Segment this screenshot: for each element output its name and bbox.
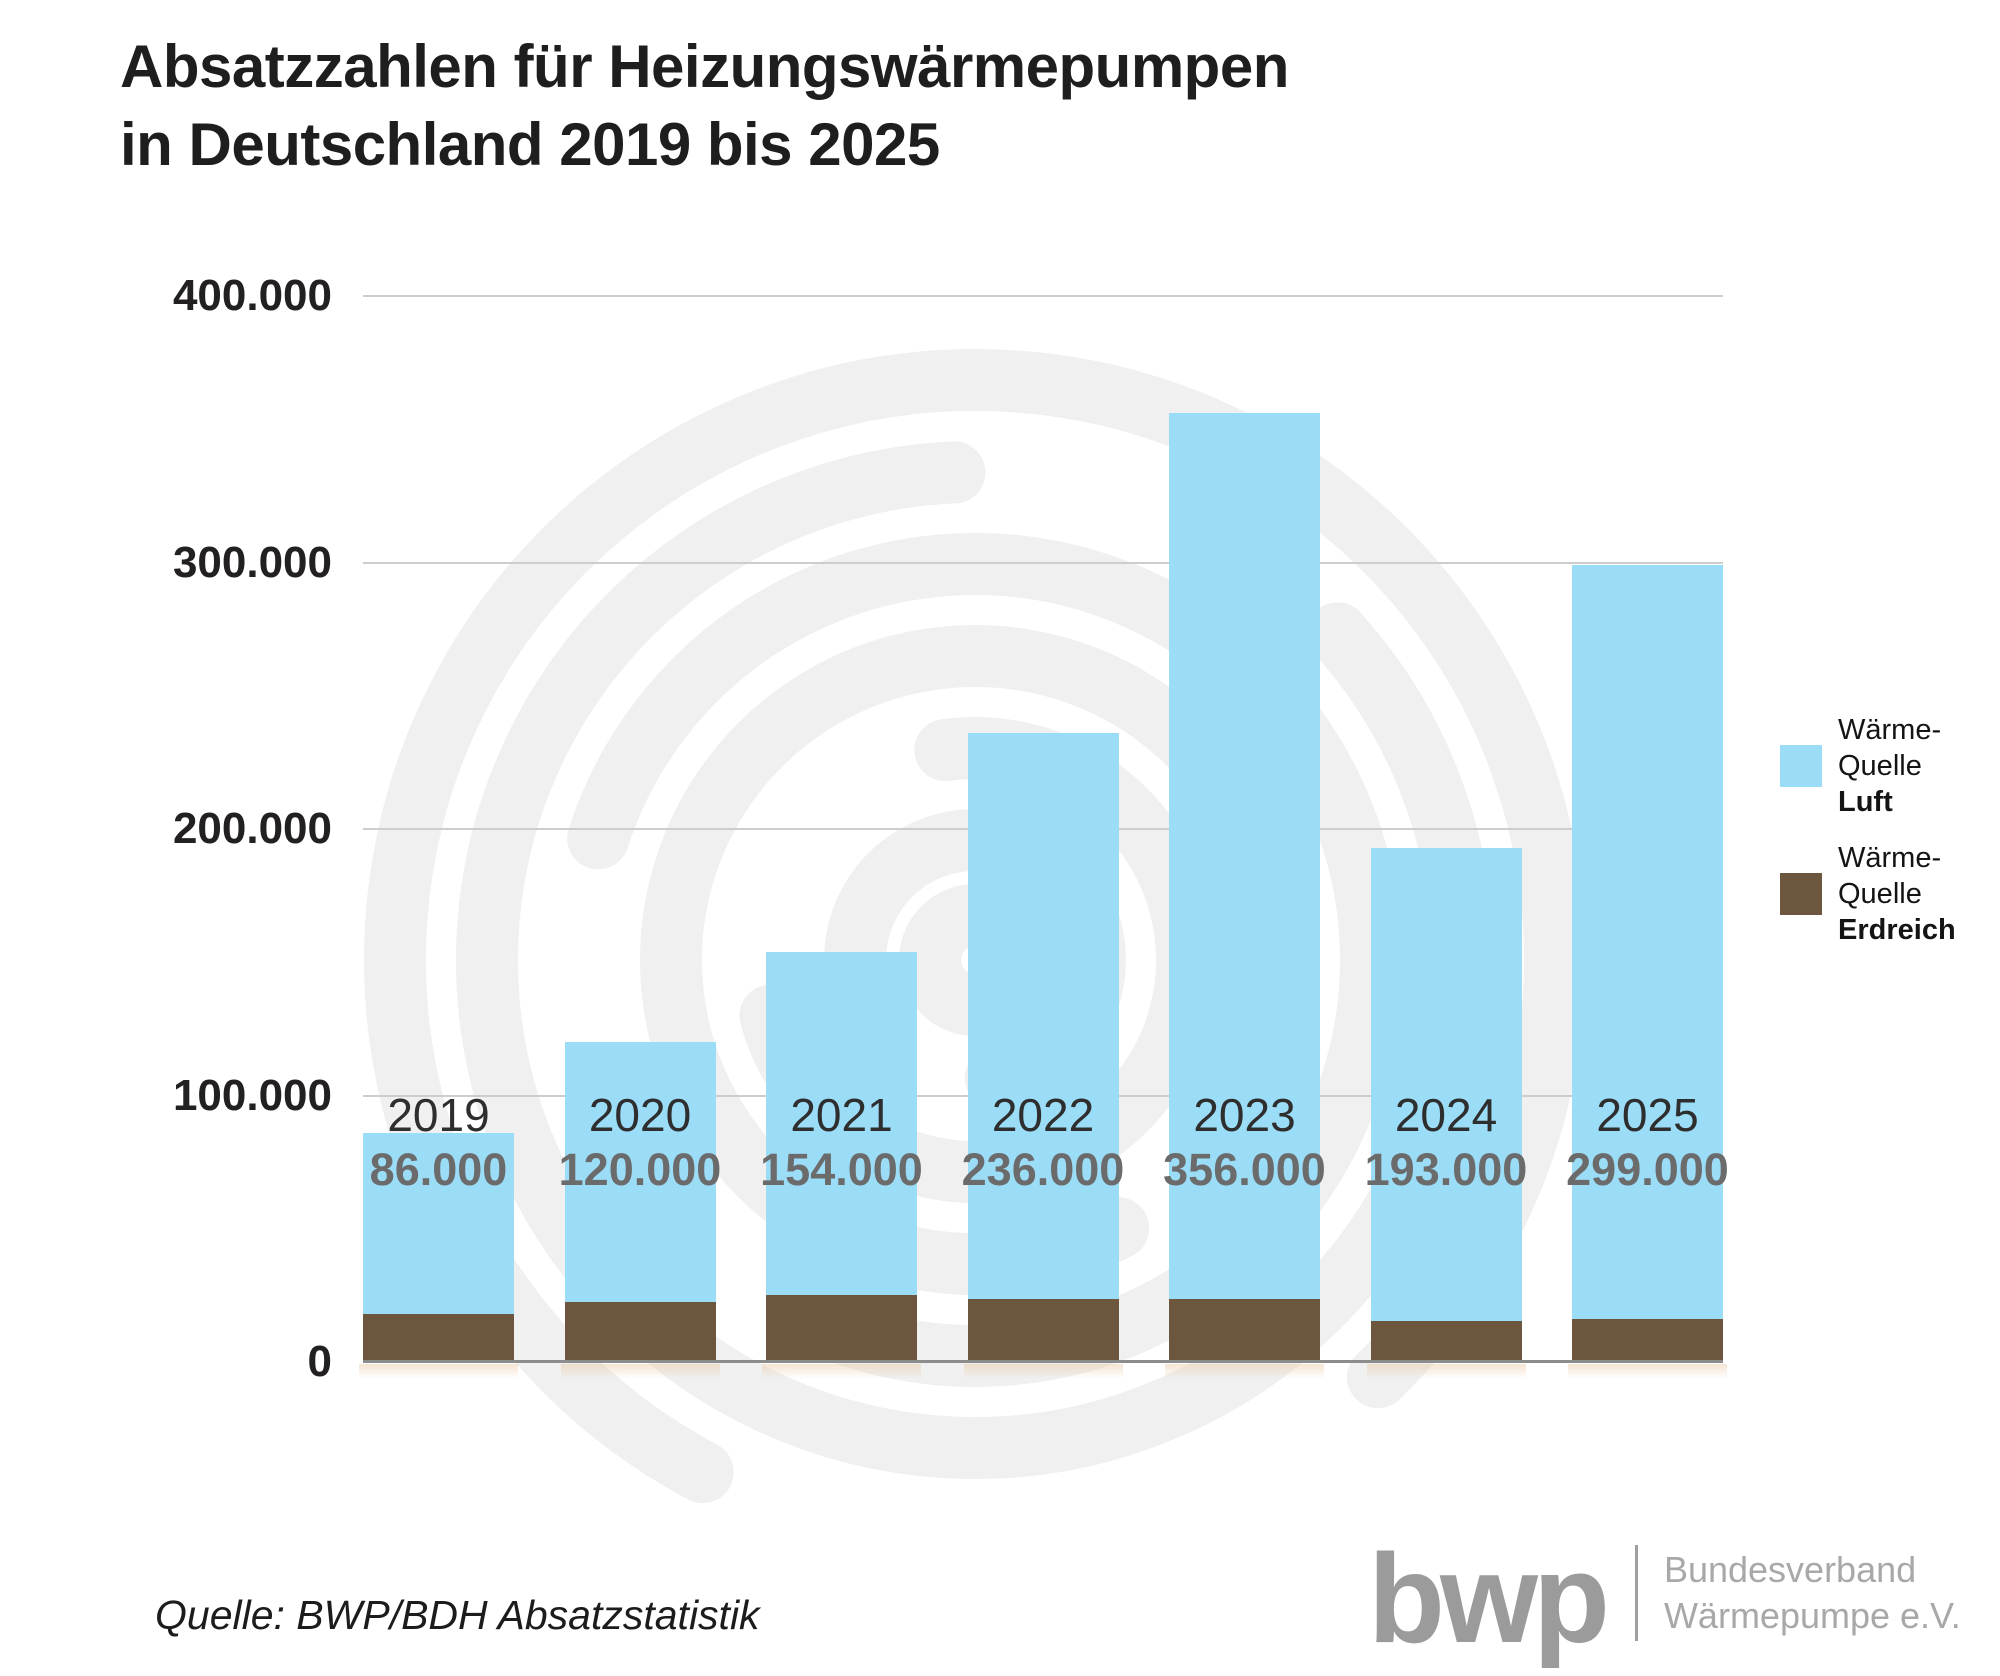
bar-group-2024 xyxy=(1366,847,1526,1379)
gridline-300000 xyxy=(363,561,1723,564)
total-label-2020: 120.000 xyxy=(558,1144,722,1195)
legend-label-erdreich: Wärme- Quelle Erdreich xyxy=(1838,842,1956,946)
total-label-2024: 193.000 xyxy=(1364,1144,1528,1195)
legend-item-erdreich: Wärme- Quelle Erdreich xyxy=(1780,840,1956,948)
year-label-2023: 2023 xyxy=(1193,1089,1296,1141)
legend: Wärme- Quelle Luft Wärme- Quelle Erdreic… xyxy=(1780,712,1956,948)
year-label-2022: 2022 xyxy=(991,1089,1095,1141)
y-tick-label-300000: 300.000 xyxy=(172,537,332,587)
bar-shadow xyxy=(1165,1364,1324,1379)
x-axis-baseline xyxy=(363,1360,1723,1363)
y-tick-label-200000: 200.000 xyxy=(172,804,332,853)
bar-group-2022 xyxy=(963,733,1123,1379)
legend-item-luft: Wärme- Quelle Luft xyxy=(1780,712,1956,820)
logo-divider xyxy=(1634,1545,1638,1641)
bar-luft-segment-2024 xyxy=(1370,847,1522,1362)
legend-swatch-luft-icon xyxy=(1780,745,1822,787)
bar-group-2023 xyxy=(1165,413,1324,1379)
bar-erdreich-segment-2025 xyxy=(1572,1319,1723,1362)
legend-swatch-erdreich-icon xyxy=(1780,873,1822,915)
y-tick-label-400000: 400.000 xyxy=(172,271,332,320)
gridline-400000 xyxy=(363,295,1723,297)
bar-group-2019 xyxy=(359,1132,518,1379)
year-label-2020: 2020 xyxy=(588,1089,692,1141)
plot-area xyxy=(359,295,1727,1379)
bar-group-2021 xyxy=(762,951,921,1379)
total-label-2025: 299.000 xyxy=(1566,1144,1729,1195)
year-label-2025: 2025 xyxy=(1596,1089,1699,1141)
bar-erdreich-segment-2021 xyxy=(766,1295,917,1362)
legend-label-luft: Wärme- Quelle Luft xyxy=(1838,714,1942,818)
source-note: Quelle: BWP/BDH Absatzstatistik xyxy=(155,1592,760,1638)
bar-group-2025 xyxy=(1568,565,1727,1379)
x-axis-labels: 2019 86.000 2020 120.000 2021 154.000 2022 236.… xyxy=(363,0,1729,1676)
bwp-logo-mark: bwp xyxy=(1368,1528,1610,1669)
total-label-2022: 236.000 xyxy=(961,1144,1125,1195)
bar-group-2020 xyxy=(560,1042,720,1379)
bwp-logo: bwp Bundesverband Wärmepumpe e.V. xyxy=(1368,1536,1961,1662)
chart-title: Absatzzahlen für Heizungswärmepumpen in … xyxy=(120,28,1289,184)
bar-erdreich-segment-2024 xyxy=(1370,1320,1522,1362)
total-label-2023: 356.000 xyxy=(1163,1144,1326,1195)
bar-shadow xyxy=(762,1364,921,1379)
y-tick-label-0: 0 xyxy=(307,1337,332,1386)
bar-luft-segment-2022 xyxy=(967,733,1119,1362)
total-label-2021: 154.000 xyxy=(760,1144,923,1195)
bar-shadow xyxy=(359,1364,518,1379)
bar-shadow xyxy=(1366,1364,1526,1379)
y-tick-label-100000: 100.000 xyxy=(172,1070,332,1120)
bar-shadow xyxy=(963,1364,1123,1379)
y-axis-labels: 400.000 300.000 200.000 100.000 0 xyxy=(0,0,332,1676)
bar-erdreich-segment-2019 xyxy=(363,1314,514,1362)
chart-title-line1: Absatzzahlen für Heizungswärmepumpen xyxy=(120,33,1289,100)
bar-shadow xyxy=(1568,1364,1727,1379)
logo-org-name: Bundesverband Wärmepumpe e.V. xyxy=(1663,1549,1961,1636)
chart-title-line2: in Deutschland 2019 bis 2025 xyxy=(120,111,940,178)
year-label-2021: 2021 xyxy=(790,1089,893,1141)
bar-luft-segment-2023 xyxy=(1169,413,1320,1362)
bar-luft-segment-2021 xyxy=(766,951,917,1362)
total-label-2019: 86.000 xyxy=(369,1144,508,1195)
bar-erdreich-segment-2022 xyxy=(967,1299,1119,1362)
bar-shadow xyxy=(560,1364,720,1379)
year-label-2024: 2024 xyxy=(1394,1089,1498,1141)
bar-erdreich-segment-2023 xyxy=(1169,1299,1320,1362)
bar-luft-segment-2025 xyxy=(1572,565,1723,1362)
bar-erdreich-segment-2020 xyxy=(564,1302,716,1362)
year-label-2019: 2019 xyxy=(387,1089,490,1141)
